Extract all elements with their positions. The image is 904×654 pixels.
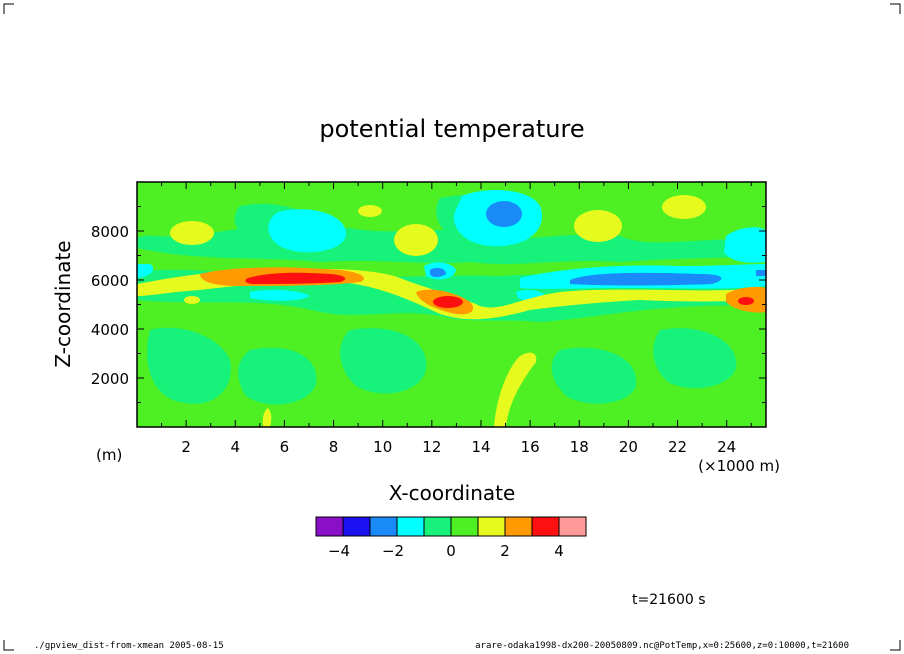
colorbar-swatch	[315, 516, 344, 537]
colorbar-swatch	[558, 516, 587, 537]
colorbar-swatch	[369, 516, 398, 537]
x-axis-label: X-coordinate	[389, 481, 516, 505]
colorbar-tick-label: 2	[500, 542, 510, 560]
chart-title: potential temperature	[319, 115, 584, 143]
x-tick-label: 2	[181, 438, 191, 456]
x-tick-label: 10	[373, 438, 392, 456]
x-tick-label: 24	[717, 438, 736, 456]
x-tick-label: 8	[329, 438, 339, 456]
x-tick-label: 16	[521, 438, 540, 456]
colorbar-swatch	[504, 516, 533, 537]
colorbar-swatch	[342, 516, 371, 537]
corner-marks	[3, 3, 901, 651]
x-tick-label: 6	[280, 438, 290, 456]
time-label: t=21600 s	[632, 592, 706, 608]
y-tick-label: 4000	[91, 321, 129, 339]
footer-left: ./gpview_dist-from-xmean 2005-08-15	[34, 641, 224, 651]
colorbar: −4 −2 0 2 4	[315, 516, 587, 560]
y-tick-label: 6000	[91, 272, 129, 290]
x-tick-label: 20	[619, 438, 638, 456]
colorbar-tick-label: 0	[446, 542, 456, 560]
footer-right: arare-odaka1998-dx200-20050809.nc@PotTem…	[475, 641, 849, 651]
y-axis-label: Z-coordinate	[51, 240, 75, 367]
y-axis: 2000 4000 6000 8000	[91, 206, 766, 403]
x-tick-label: 14	[471, 438, 490, 456]
colorbar-swatch	[450, 516, 479, 537]
colorbar-swatch	[423, 516, 452, 537]
x-unit: (×1000 m)	[698, 457, 780, 475]
contour-field	[137, 182, 766, 427]
colorbar-tick-label: −2	[382, 542, 404, 560]
x-tick-label: 4	[231, 438, 241, 456]
colorbar-tick-label: 4	[554, 542, 564, 560]
x-tick-label: 18	[570, 438, 589, 456]
y-unit: (m)	[96, 446, 122, 464]
colorbar-tick-label: −4	[328, 542, 350, 560]
colorbar-swatch	[531, 516, 560, 537]
x-axis: 2 4 6 8 10 12 14 16 18 20 22 24	[161, 182, 752, 456]
y-tick-label: 2000	[91, 370, 129, 388]
x-tick-label: 12	[422, 438, 441, 456]
x-tick-label: 22	[668, 438, 687, 456]
y-tick-label: 8000	[91, 223, 129, 241]
colorbar-swatch	[396, 516, 425, 537]
colorbar-swatch	[477, 516, 506, 537]
